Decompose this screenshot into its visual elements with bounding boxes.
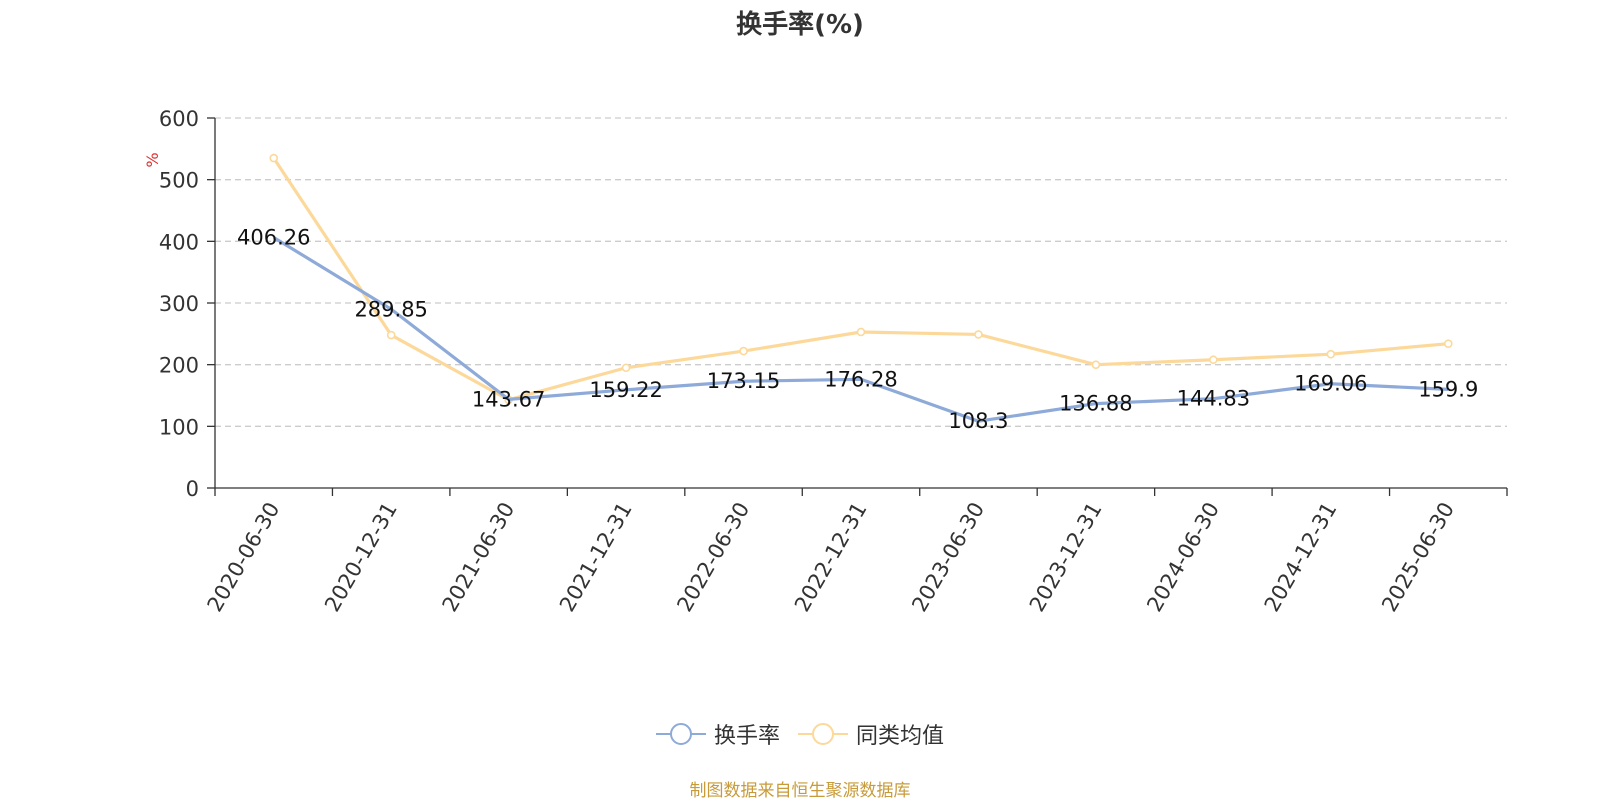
data-point[interactable] (621, 363, 631, 373)
legend: 换手率 同类均值 (0, 718, 1600, 750)
y-axis-unit: % (143, 152, 162, 167)
y-tick-label: 300 (159, 292, 199, 316)
data-label: 144.83 (1177, 387, 1250, 411)
y-tick-label: 500 (159, 169, 199, 193)
x-tick-label: 2021-06-30 (438, 498, 520, 616)
data-point[interactable] (269, 153, 279, 163)
data-point[interactable] (1091, 360, 1101, 369)
data-label: 406.26 (237, 225, 310, 249)
x-tick-label: 2021-12-31 (555, 498, 637, 616)
data-point[interactable] (974, 330, 983, 339)
legend-label-peer-average: 同类均值 (856, 724, 945, 749)
x-tick-label: 2022-12-31 (790, 498, 872, 616)
data-labels: 406.26 289.85 143.67 159.22 173.15 176.28 108.… (237, 225, 1478, 433)
data-label: 289.85 (354, 297, 427, 321)
y-tick-label: 600 (159, 107, 199, 131)
y-tick-label: 400 (159, 230, 199, 254)
data-point[interactable] (1326, 349, 1336, 359)
data-label: 169.06 (1294, 372, 1367, 396)
circle-line-marker-icon (798, 723, 848, 745)
data-label: 159.22 (589, 378, 662, 402)
chart-title: 换手率(%) (736, 10, 864, 40)
data-label: 159.9 (1418, 377, 1478, 401)
x-tick-label: 2020-06-30 (203, 498, 285, 616)
circle-line-marker-icon (655, 723, 706, 745)
legend-item-turnover[interactable]: 换手率 (655, 718, 780, 750)
x-tick-label: 2022-06-30 (672, 498, 754, 616)
y-tick-label: 200 (159, 354, 199, 378)
data-point[interactable] (856, 327, 866, 337)
series-line (272, 157, 1449, 402)
data-point[interactable] (1443, 339, 1453, 349)
series-lines (269, 153, 1453, 423)
data-source-note: 制图数据来自恒生聚源数据库 (689, 781, 911, 801)
data-point[interactable] (739, 346, 748, 356)
x-tick-label: 2023-12-31 (1025, 498, 1107, 616)
x-tick-label: 2023-06-30 (907, 498, 989, 616)
line-chart: 0 100 200 300 400 500 600% 2020-06-30 2020-12-31… (143, 107, 1508, 616)
series-line (272, 236, 1449, 423)
axes: 0 100 200 300 400 500 600% 2020-06-30 2020-12-31… (143, 107, 1508, 616)
x-tick-label: 2024-12-31 (1260, 498, 1342, 616)
data-point[interactable] (1209, 355, 1218, 365)
data-label: 108.3 (948, 409, 1008, 433)
data-label: 143.67 (472, 387, 545, 411)
legend-item-peer-average[interactable]: 同类均值 (798, 718, 944, 750)
grid-lines (215, 117, 1507, 427)
data-label: 176.28 (824, 367, 897, 391)
data-point[interactable] (386, 330, 396, 340)
y-tick-label: 0 (186, 477, 199, 501)
legend-label-turnover: 换手率 (713, 724, 780, 749)
data-label: 173.15 (707, 369, 780, 393)
data-label: 136.88 (1059, 392, 1132, 416)
x-tick-label: 2025-06-30 (1377, 498, 1459, 616)
y-tick-label: 100 (159, 415, 199, 439)
x-tick-label: 2024-06-30 (1142, 498, 1224, 616)
x-tick-label: 2020-12-31 (320, 498, 402, 616)
